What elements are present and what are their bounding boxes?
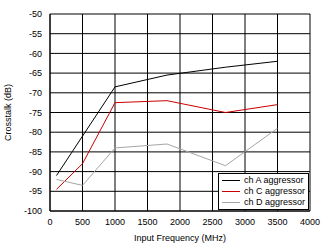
html-text:ch A aggressor: ch A aggressor <box>244 175 304 185</box>
svg-text:-100: -100 <box>24 206 42 216</box>
svg-text:-55: -55 <box>29 29 42 39</box>
svg-text:3500: 3500 <box>267 217 287 227</box>
svg-text:-50: -50 <box>29 9 42 19</box>
svg-text:-60: -60 <box>29 49 42 59</box>
svg-text:1000: 1000 <box>105 217 125 227</box>
svg-text:-65: -65 <box>29 68 42 78</box>
svg-text:-70: -70 <box>29 88 42 98</box>
svg-text:1500: 1500 <box>137 217 157 227</box>
svg-text:Crosstalk (dB): Crosstalk (dB) <box>8 84 13 141</box>
svg-text:2000: 2000 <box>170 217 190 227</box>
svg-text:-80: -80 <box>29 127 42 137</box>
svg-text:2500: 2500 <box>202 217 222 227</box>
svg-text:500: 500 <box>75 217 90 227</box>
html-text:ch C aggressor: ch C aggressor <box>244 186 305 196</box>
svg-text:4000: 4000 <box>300 217 320 227</box>
svg-text:-95: -95 <box>29 186 42 196</box>
svg-text:0: 0 <box>47 217 52 227</box>
svg-text:-75: -75 <box>29 108 42 118</box>
svg-text:Input Frequency (MHz): Input Frequency (MHz) <box>134 233 226 243</box>
svg-text:3000: 3000 <box>235 217 255 227</box>
html-text:ch D aggressor: ch D aggressor <box>244 197 305 207</box>
svg-text:-85: -85 <box>29 147 42 157</box>
svg-text:-90: -90 <box>29 167 42 177</box>
